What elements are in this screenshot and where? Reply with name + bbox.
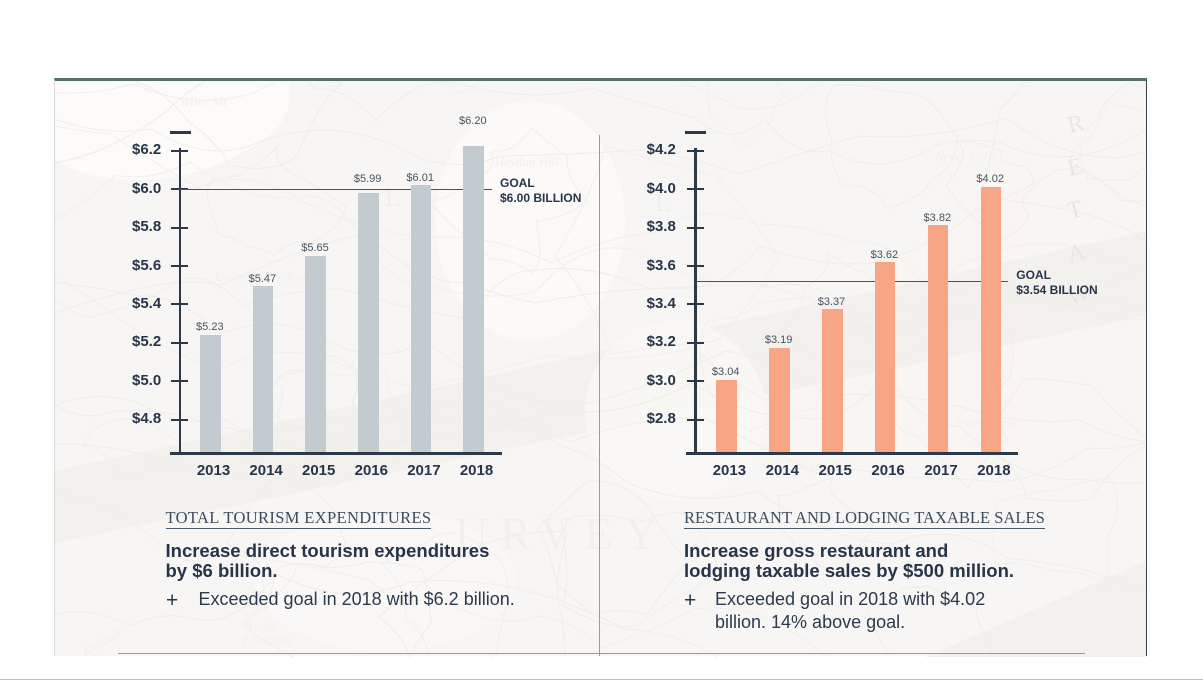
svg-text:Never Falls: Never Falls	[934, 149, 996, 164]
svg-text:Heydon Hill: Heydon Hill	[494, 154, 559, 169]
svg-text:T: T	[1065, 196, 1086, 225]
svg-text:L: L	[655, 188, 677, 217]
svg-text:Wiley Mt: Wiley Mt	[180, 94, 227, 109]
svg-text:R: R	[1065, 109, 1087, 138]
svg-text:L: L	[385, 183, 407, 212]
svg-text:Winns Hill: Winns Hill	[795, 459, 851, 474]
svg-text:Kimball: Kimball	[78, 625, 123, 656]
svg-text:Fryeburg: Fryeburg	[242, 632, 292, 647]
svg-text:URVEY: URVEY	[455, 508, 670, 559]
svg-text:E: E	[1065, 153, 1086, 182]
svg-text:A: A	[1065, 238, 1089, 268]
svg-text:Union Hill School: Union Hill School	[215, 269, 310, 284]
svg-text:North: North	[244, 619, 275, 634]
